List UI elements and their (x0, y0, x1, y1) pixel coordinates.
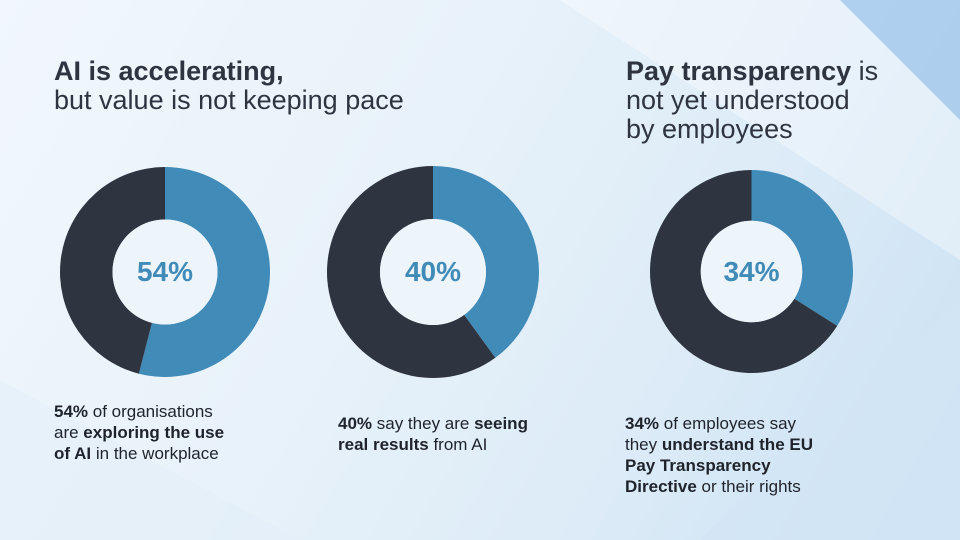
right-heading-bold: Pay transparency (626, 56, 852, 86)
caption-bold: Directive (625, 477, 697, 496)
donut-center-label: 54% (136, 256, 194, 287)
caption-text: in the workplace (91, 444, 219, 463)
donut-chart-ai-exploring: 54% (60, 167, 270, 377)
donut-slice-highlight (433, 166, 539, 358)
left-heading-light: but value is not keeping pace (54, 85, 404, 115)
caption-bold: of AI (54, 444, 92, 463)
donut-slice-remainder (60, 167, 165, 374)
donut-slice-remainder (327, 166, 496, 378)
donut-slice-remainder (650, 170, 838, 373)
right-heading-inline: is (851, 56, 879, 86)
caption-pct: 54% (54, 402, 89, 421)
caption-pct: 34% (625, 414, 660, 433)
donut-chart-ai-results: 40% (327, 166, 539, 378)
caption-text: say they are (372, 414, 475, 433)
caption-text: are (54, 423, 84, 442)
left-heading: AI is accelerating, but value is not kee… (54, 57, 534, 115)
caption-bold: seeing (474, 414, 528, 433)
right-heading: Pay transparency is not yet understood b… (626, 57, 926, 144)
caption-ai-results: 40% say they are seeing real results fro… (338, 413, 568, 455)
donut-slice-highlight (138, 167, 270, 377)
donut-hole (112, 219, 218, 325)
caption-text: from AI (428, 435, 488, 454)
caption-ai-exploring: 54% of organisations are exploring the u… (54, 401, 284, 464)
caption-bold: Pay Transparency (625, 456, 771, 475)
donut-hole (700, 220, 803, 323)
caption-bold: real results (338, 435, 429, 454)
donut-center-label: 34% (723, 255, 780, 287)
caption-text: of employees say (659, 414, 797, 433)
donut-center-label: 40% (404, 256, 462, 287)
left-heading-bold: AI is accelerating, (54, 56, 284, 86)
caption-text: of organisations (88, 402, 213, 421)
donut-svg (60, 167, 270, 377)
donut-svg (650, 170, 853, 373)
right-heading-line3: by employees (626, 114, 793, 144)
right-heading-line2: not yet understood (626, 85, 850, 115)
caption-pct: 40% (338, 414, 373, 433)
donut-chart-pay-transparency: 34% (650, 170, 853, 373)
caption-bold: understand the EU (661, 435, 813, 454)
donut-hole (380, 219, 486, 325)
caption-pay-transparency: 34% of employees say they understand the… (625, 413, 875, 497)
donut-slice-highlight (751, 170, 853, 326)
caption-text: or their rights (696, 477, 801, 496)
donut-svg (327, 166, 539, 378)
caption-text: they (625, 435, 662, 454)
caption-bold: exploring the use (83, 423, 225, 442)
